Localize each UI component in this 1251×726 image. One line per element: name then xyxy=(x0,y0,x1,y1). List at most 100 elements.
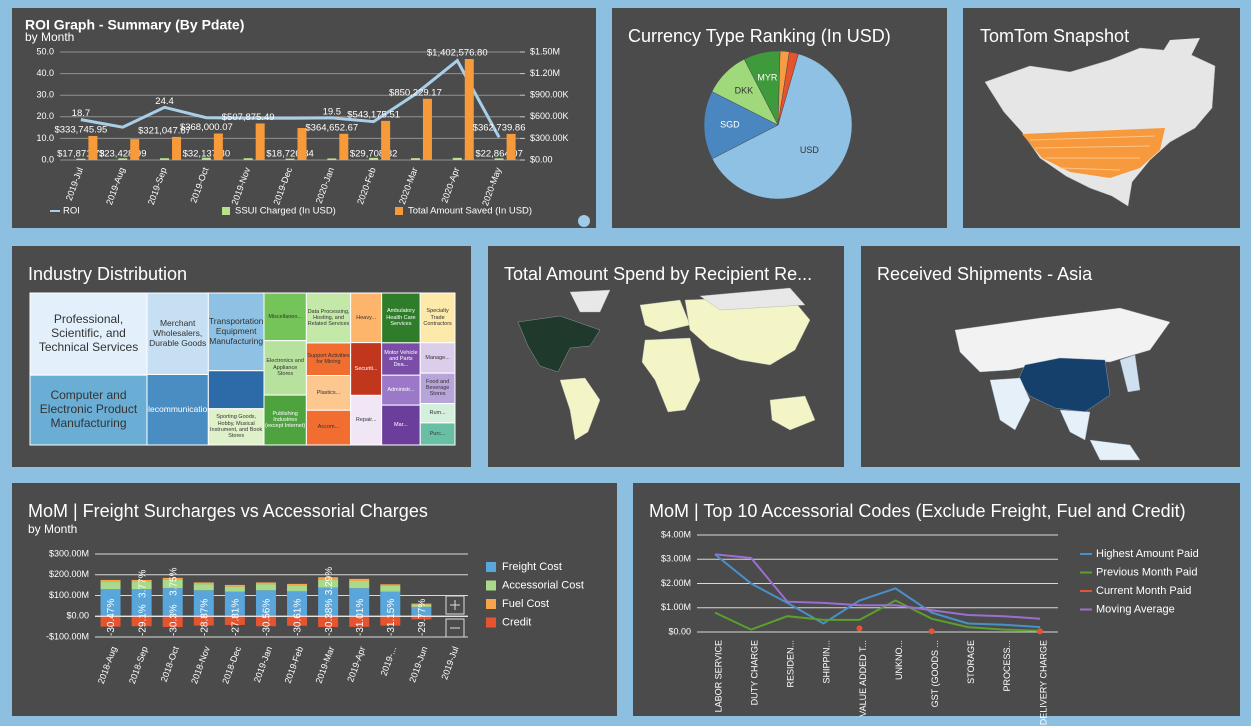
bar xyxy=(494,158,504,160)
data-label: 18.7 xyxy=(72,108,91,119)
treemap-cell xyxy=(419,422,456,446)
pie-slice xyxy=(711,53,853,200)
bar xyxy=(160,158,170,160)
slice-label: MYR xyxy=(757,72,778,82)
cell-label: Motor Vehicle and Parts Dea... xyxy=(384,349,418,369)
line xyxy=(714,599,1041,632)
data-label: $22,864.07 xyxy=(475,149,523,160)
treemap-cell xyxy=(29,292,148,376)
cell-label-box: Transportation Equipment Manufacturing xyxy=(209,316,264,345)
data-label: $321,047.87 xyxy=(138,125,191,136)
bar xyxy=(410,158,420,160)
cell-label-box: Data Processing, Hosting, and Related Se… xyxy=(308,309,350,328)
bar xyxy=(118,158,128,160)
cell-label-box: Securiti... xyxy=(354,365,378,372)
cell-label-box: Electronics and Appliance Stores xyxy=(266,358,304,377)
cell-label: Securiti... xyxy=(354,365,378,372)
bar-segment xyxy=(380,585,401,592)
cell-label: Plastics... xyxy=(316,389,341,396)
bar-segment xyxy=(131,589,152,617)
bar-segment xyxy=(380,616,401,626)
legend-label: Total Amount Saved (In USD) xyxy=(408,206,532,217)
bar-segment xyxy=(411,603,432,605)
cell-label-box: Rum... xyxy=(429,410,445,416)
cell-label-box: Heavy... xyxy=(356,315,376,321)
chart-title: ROI Graph - Summary (By Pdate) xyxy=(25,17,244,33)
bar xyxy=(88,135,98,160)
bar xyxy=(369,157,379,160)
bar-segment xyxy=(318,587,339,617)
cell-label: Food and Beverage Stores xyxy=(425,378,450,398)
bar-segment xyxy=(193,616,214,626)
treemap-cell xyxy=(350,292,383,344)
bar-segment xyxy=(349,588,370,617)
cell-label: Manage... xyxy=(425,354,450,361)
data-label: -29.1% xyxy=(137,604,148,636)
treemap-cell xyxy=(146,292,209,375)
bar-segment xyxy=(162,616,183,628)
map-asia xyxy=(954,307,1171,461)
y-tick-label: $900.00K xyxy=(530,90,569,100)
x-tick-label: DELIVERY CHARGE xyxy=(1038,640,1048,725)
y-tick-label: 40.0 xyxy=(36,68,54,78)
bar xyxy=(255,123,265,160)
y-tick-label: $0.00 xyxy=(530,154,553,164)
point xyxy=(1036,628,1043,635)
bar-segment xyxy=(318,616,339,628)
line xyxy=(80,58,501,139)
data-label: -30.38% xyxy=(324,599,335,636)
data-label: $32,137.80 xyxy=(183,149,231,160)
legend-label: ROI xyxy=(63,206,80,217)
treemap-cell xyxy=(207,292,265,372)
bar-segment xyxy=(193,590,214,617)
y-tick-label: $1.00M xyxy=(661,602,691,612)
treemap-cell xyxy=(263,394,307,446)
bar xyxy=(381,120,391,160)
data-label: -28.87% xyxy=(199,599,210,636)
data-label: $368,000.07 xyxy=(180,122,233,133)
legend-swatch xyxy=(486,599,496,609)
treemap-cell xyxy=(305,375,352,411)
cell-label-box: Merchant Wholesalers, Durable Goods xyxy=(149,318,206,347)
y-tick-label: 10.0 xyxy=(36,133,54,143)
data-label: $850,229.17 xyxy=(389,87,442,98)
data-label: -27.81% xyxy=(231,599,242,636)
chart-title: Currency Type Ranking (In USD) xyxy=(628,26,891,46)
menu-button[interactable] xyxy=(578,215,590,227)
bar-segment xyxy=(380,584,401,586)
treemap-cell xyxy=(350,342,383,396)
y-tick-label: 50.0 xyxy=(36,46,54,56)
data-label: 3.29% xyxy=(324,567,335,595)
map-title: TomTom Snapshot xyxy=(980,26,1129,46)
legend-label: Previous Month Paid xyxy=(1096,566,1198,578)
cell-label: Computer and Electronic Product Manufact… xyxy=(39,388,138,430)
cell-label-box: Support Activities for Mining xyxy=(307,353,349,365)
legend-label: SSUI Charged (In USD) xyxy=(235,206,336,217)
y-tick-label: $0.00 xyxy=(66,611,89,621)
cell-label-box: Ambulatory Health Care Services xyxy=(386,308,415,327)
bar xyxy=(506,133,516,160)
y-tick-label: $3.00M xyxy=(661,554,691,564)
bar-segment xyxy=(411,616,432,620)
x-tick-label: VALUE ADDED T... xyxy=(858,640,868,717)
cell-label: Publishing Industries (except Internet) xyxy=(265,410,306,430)
bar-segment xyxy=(193,584,214,591)
bar-segment xyxy=(349,578,370,581)
treemap-cell xyxy=(207,408,265,446)
x-tick-label: LABOR SERVICE xyxy=(713,640,723,712)
cell-label: Administr... xyxy=(387,387,415,393)
bar-segment xyxy=(318,577,339,580)
cell-label-box: Mar... xyxy=(394,422,408,428)
x-tick-label: STORAGE xyxy=(966,640,976,684)
cell-label-box: Specialty Trade Contractors xyxy=(423,308,451,327)
bar-segment xyxy=(131,582,152,590)
point xyxy=(928,628,935,635)
cell-label-box: Sporting Goods, Hobby, Musical Instrumen… xyxy=(210,414,262,439)
data-label: $29,708.32 xyxy=(350,149,398,160)
legend-label: Credit xyxy=(502,616,531,628)
cell-label-box: Purc... xyxy=(430,431,446,437)
bar-segment xyxy=(162,588,183,617)
panel xyxy=(633,483,1240,716)
bar-segment xyxy=(411,604,432,607)
